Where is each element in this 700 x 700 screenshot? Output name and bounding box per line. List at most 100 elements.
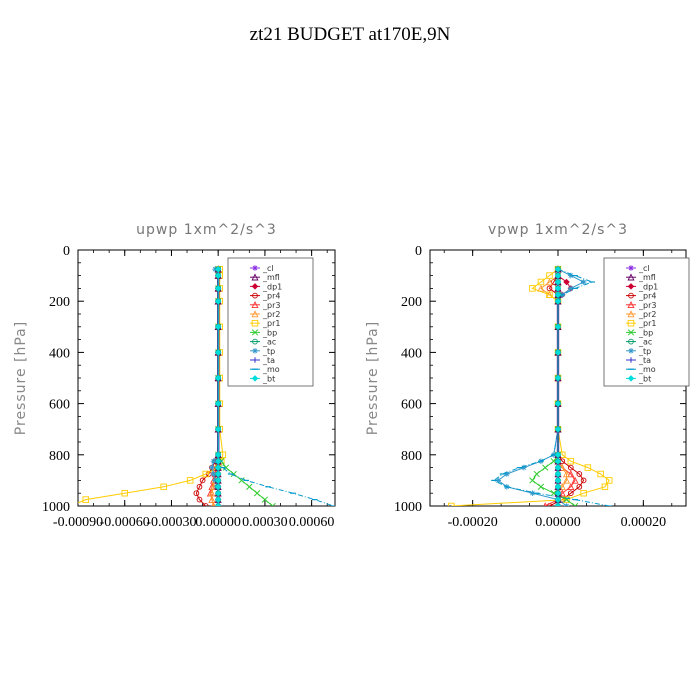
series-group (78, 265, 335, 506)
data-point-pr1 (546, 272, 553, 279)
legend-entry: _bp (262, 328, 277, 337)
data-point-bp (563, 496, 570, 503)
x-tick-label: 0.00000 (535, 515, 581, 530)
x-tick-label: 0.00020 (621, 515, 667, 530)
legend-marker (628, 265, 634, 271)
data-point-pr4 (580, 477, 587, 484)
data-point-pr1 (121, 489, 128, 497)
data-point-pr1 (160, 483, 167, 491)
data-point-pr1 (202, 470, 209, 478)
x-tick-label: 0.00060 (289, 515, 335, 530)
data-point-bp (246, 483, 253, 490)
y-tick-label: 0 (415, 244, 422, 259)
data-point-bt (214, 285, 222, 292)
data-point-pr1 (563, 496, 570, 503)
data-point-pr3 (567, 470, 575, 478)
data-point-bt (214, 496, 222, 503)
data-point-bt (214, 272, 222, 279)
data-point-tp (210, 471, 217, 477)
legend-box (227, 257, 314, 387)
data-point-pr4 (576, 483, 583, 490)
y-tick-label: 200 (401, 295, 422, 310)
legend-entry: _cl (638, 264, 650, 273)
data-point-bt (214, 451, 222, 459)
legend-entry: _bp (638, 328, 653, 337)
legend: _cl_mfl_dp1_pr4_pr3_pr2_pr1_bp_ac_tp_ta_… (603, 257, 690, 387)
data-point-tp (563, 503, 570, 506)
data-point-pr4 (196, 496, 203, 503)
legend-marker (251, 375, 259, 382)
x-tick-label: 0.00030 (242, 515, 288, 530)
data-point-pr1 (529, 285, 536, 292)
data-point-tp (521, 464, 527, 471)
legend-marker (251, 329, 259, 336)
data-point-bt (214, 464, 222, 471)
data-point-tp (504, 471, 510, 477)
y-axis-label: Pressure [hPa] (13, 321, 29, 435)
data-point-pr4 (567, 464, 574, 471)
legend-entry: _bt (638, 374, 651, 383)
legend-entry: _pr2 (638, 310, 656, 319)
x-tick-label: 0.00000 (195, 515, 241, 530)
data-point-bt (214, 425, 222, 433)
data-point-bt (554, 470, 562, 478)
panel-title: vpwp 1xm^2/s^3 (488, 222, 628, 238)
data-point-pr1 (597, 470, 604, 478)
data-point-bp (222, 464, 230, 471)
x-tick-label: -0.00030 (146, 515, 196, 530)
data-point-bt (554, 502, 562, 506)
legend-marker (251, 273, 259, 281)
legend: _cl_mfl_dp1_pr4_pr3_pr2_pr1_bp_ac_tp_ta_… (227, 257, 314, 387)
data-point-tp (210, 458, 217, 464)
data-point-pr4 (567, 490, 574, 497)
data-point-bt (214, 297, 222, 305)
legend-marker (251, 310, 259, 318)
y-tick-label: 800 (401, 449, 422, 464)
legend-marker (627, 310, 635, 318)
data-point-pr1 (546, 291, 553, 299)
data-point-tp (529, 490, 536, 496)
legend-marker (252, 357, 258, 363)
data-point-pr4 (196, 483, 203, 490)
data-point-pr2 (208, 495, 216, 503)
y-tick-label: 1000 (394, 500, 422, 515)
data-point-tp (568, 272, 574, 279)
data-point-bt (554, 291, 562, 299)
legend-entry: _ac (638, 338, 652, 347)
data-point-pr2 (563, 476, 571, 484)
legend-entry: _pr2 (262, 310, 280, 319)
legend-entry: _tp (638, 347, 651, 356)
data-point-bt (554, 451, 562, 459)
data-point-pr4 (202, 503, 209, 506)
x-tick-label: -0.00020 (448, 515, 498, 530)
data-point-bp (269, 502, 276, 506)
data-point-bt (554, 425, 562, 433)
legend-marker (252, 338, 258, 345)
data-point-bt (554, 457, 562, 465)
data-point-pr1 (567, 457, 575, 465)
series-line-pr1 (78, 269, 224, 504)
data-point-bp (571, 502, 579, 506)
data-point-pr4 (199, 477, 206, 484)
data-point-bt (214, 502, 222, 506)
legend-marker (627, 329, 635, 336)
y-tick-label: 400 (401, 346, 422, 361)
y-tick-label: 200 (49, 295, 70, 310)
legend-entry: _mfl (262, 273, 280, 282)
data-point-bt (554, 323, 562, 331)
legend-entry: _mo (638, 365, 656, 374)
data-point-pr1 (82, 496, 90, 503)
data-point-pr4 (546, 285, 553, 292)
data-point-bt (554, 489, 562, 497)
legend-entry: _dp1 (638, 282, 658, 291)
data-point-bt (214, 323, 222, 331)
legend-box (603, 257, 690, 387)
panel-title: upwp 1xm^2/s^3 (136, 222, 277, 238)
y-axis-label: Pressure [hPa] (365, 321, 381, 435)
data-point-bt (554, 278, 562, 286)
legend-marker (251, 300, 259, 309)
x-tick-label: -0.00060 (100, 515, 150, 530)
data-point-bp (253, 490, 261, 497)
data-point-tp (495, 477, 502, 484)
